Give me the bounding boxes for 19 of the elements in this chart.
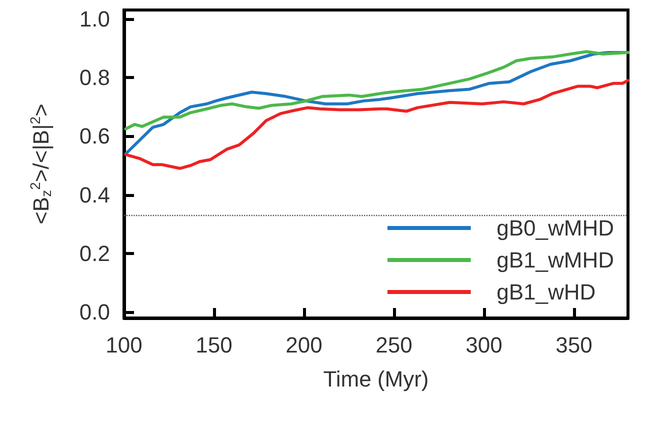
line-series [124, 78, 630, 170]
x-tick-label: 250 [376, 332, 412, 358]
y-tick-label: 1.0 [79, 6, 110, 32]
y-tick-label: 0.6 [79, 124, 110, 149]
y-tick-label: 0.8 [79, 64, 110, 90]
x-axis-title: Time (Myr) [323, 366, 429, 392]
x-tick-label: 150 [196, 332, 232, 358]
x-tick-label: 200 [286, 332, 322, 358]
y-tick-label: 0.2 [79, 240, 110, 266]
legend-label: gB0_wMHD [496, 216, 614, 240]
x-tick-label: 350 [556, 332, 592, 358]
legend-label: gB1_wHD [496, 280, 596, 304]
line-series [124, 50, 630, 130]
y-tick-label: 0.0 [79, 300, 110, 325]
y-tick-label: 0.4 [79, 182, 110, 208]
x-tick-label: 300 [466, 332, 502, 358]
legend-label: gB1_wMHD [496, 248, 614, 272]
x-tick-label: 100 [106, 332, 142, 358]
y-axis-title: <Bz2>/<|B|2> [27, 104, 54, 224]
